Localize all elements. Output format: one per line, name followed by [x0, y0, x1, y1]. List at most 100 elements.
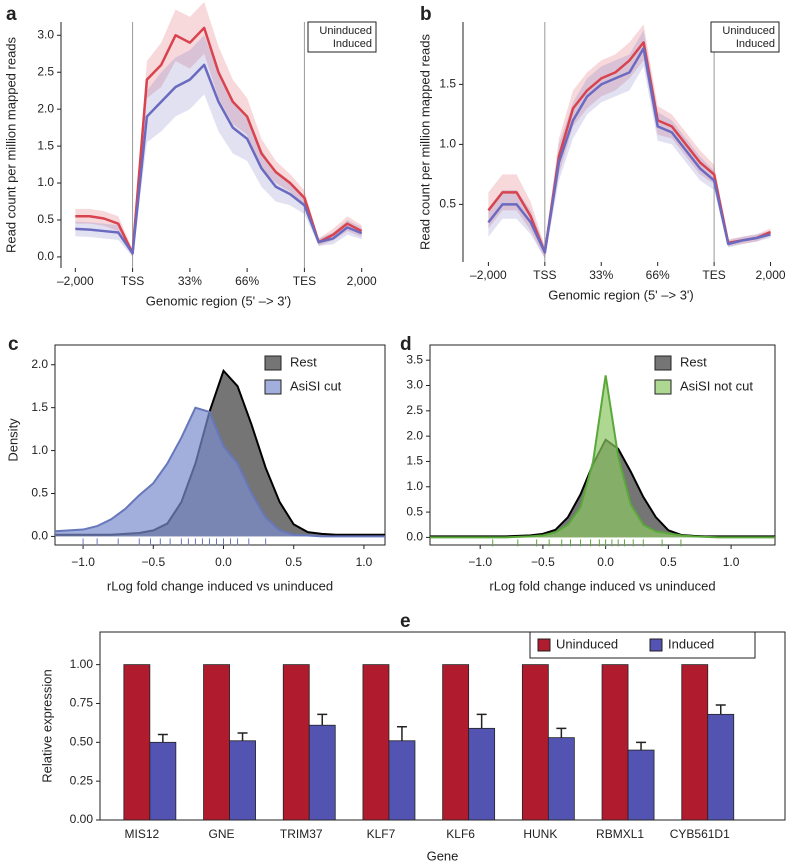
- x-tick-label: −1.0: [468, 555, 492, 569]
- y-tick-label: 3.5: [406, 352, 423, 366]
- x-tick-label: GNE: [209, 827, 235, 841]
- x-tick-label: −0.5: [141, 555, 165, 569]
- density-area: [430, 375, 775, 538]
- y-tick-label: 2.5: [406, 403, 423, 417]
- panel-letter: b: [420, 4, 432, 25]
- bar: [468, 727, 496, 821]
- x-tick-label: TES: [293, 274, 316, 288]
- x-tick-label: KLF6: [446, 827, 475, 841]
- x-axis-title: Genomic region (5' –> 3'): [548, 287, 694, 302]
- plot-frame: [429, 344, 776, 546]
- error-bar: [237, 732, 248, 741]
- x-tick-label: 0.0: [215, 555, 232, 569]
- y-tick-label: 1.0: [31, 443, 48, 457]
- y-tick-label: 0.5: [406, 504, 423, 518]
- bar: [308, 724, 336, 821]
- bar: [203, 664, 230, 821]
- x-tick-label: 33%: [589, 268, 613, 282]
- y-tick-label: 0.75: [70, 696, 94, 710]
- y-tick-label: 1.0: [439, 137, 456, 151]
- x-tick-label: TES: [702, 268, 725, 282]
- x-tick-label: 33%: [178, 274, 202, 288]
- x-tick-label: TSS: [121, 274, 144, 288]
- y-tick-label: 0.50: [70, 734, 94, 748]
- density-area: [55, 407, 385, 537]
- y-tick-label: 0.5: [37, 212, 54, 226]
- bar: [681, 664, 709, 821]
- x-tick-label: 0.5: [285, 555, 302, 569]
- line: [75, 63, 363, 255]
- bar: [123, 664, 151, 821]
- x-tick-label: HUNK: [523, 827, 557, 841]
- x-tick-label: 66%: [646, 268, 670, 282]
- x-axis-title: rLog fold change induced vs uninduced: [489, 578, 715, 593]
- bar: [229, 740, 256, 821]
- bar: [149, 741, 177, 821]
- x-tick-label: TSS: [533, 268, 556, 282]
- x-tick-label: KLF7: [367, 827, 396, 841]
- legend-swatch: [264, 355, 282, 371]
- x-axis-title: Genomic region (5' –> 3'): [146, 293, 292, 308]
- legend-label: Rest: [680, 354, 707, 369]
- x-tick-label: 66%: [235, 274, 259, 288]
- x-tick-label: MIS12: [125, 827, 160, 841]
- y-tick-label: 1.5: [439, 77, 456, 91]
- legend-label: Uninduced: [319, 25, 372, 37]
- bar: [547, 737, 575, 821]
- x-tick-label: CYB561D1: [670, 827, 730, 841]
- legend-box: [710, 21, 780, 53]
- bar: [362, 664, 390, 821]
- error-bar: [636, 741, 647, 751]
- error-bar: [476, 713, 487, 729]
- x-tick-label: RBMXL1: [596, 827, 644, 841]
- legend-label: Induced: [333, 38, 372, 50]
- y-axis-title: Read count per million mapped reads: [3, 36, 18, 253]
- legend-swatch: [264, 379, 282, 395]
- y-tick-label: 3.0: [406, 378, 423, 392]
- error-bar: [157, 733, 168, 743]
- error-bar: [317, 713, 328, 726]
- y-axis-title: Read count per million mapped reads: [417, 33, 432, 250]
- y-axis-title: Relative expression: [39, 669, 54, 782]
- x-tick-label: 1.0: [356, 555, 373, 569]
- y-tick-label: 2.5: [37, 64, 54, 78]
- bar: [388, 740, 416, 821]
- legend-label: Induced: [668, 636, 714, 651]
- legend-label: Uninduced: [722, 25, 775, 37]
- error-band: [75, 35, 362, 257]
- y-tick-label: 0.0: [406, 530, 423, 544]
- y-tick-label: 1.5: [37, 138, 54, 152]
- x-tick-label: 0.0: [597, 555, 614, 569]
- error-band: [488, 30, 771, 259]
- line: [487, 47, 771, 254]
- y-tick-label: 0.0: [31, 529, 48, 543]
- x-axis-title: Gene: [427, 848, 459, 863]
- legend-swatch: [537, 638, 551, 652]
- panel-letter: c: [8, 334, 19, 355]
- y-tick-label: 2.0: [31, 357, 48, 371]
- y-tick-label: 0.25: [70, 773, 94, 787]
- legend-swatch: [654, 379, 672, 395]
- y-tick-label: 1.0: [37, 175, 54, 189]
- bar: [442, 664, 470, 821]
- error-bar: [715, 704, 726, 715]
- bar: [707, 713, 735, 821]
- legend-label: Rest: [290, 354, 317, 369]
- x-tick-label: −0.5: [531, 555, 555, 569]
- panel-letter: d: [400, 334, 412, 355]
- y-tick-label: 3.0: [37, 27, 54, 41]
- error-bar: [556, 727, 567, 738]
- y-tick-label: 0.5: [439, 197, 456, 211]
- y-tick-label: 1.0: [406, 479, 423, 493]
- x-tick-label: 2,000: [347, 274, 377, 288]
- y-tick-label: 1.00: [70, 657, 94, 671]
- x-axis-title: rLog fold change induced vs uninduced: [107, 578, 333, 593]
- x-tick-label: −1.0: [71, 555, 95, 569]
- x-tick-label: –2,000: [57, 274, 94, 288]
- plot-frame: [54, 344, 386, 546]
- y-tick-label: 2.0: [406, 428, 423, 442]
- x-tick-label: 0.5: [660, 555, 677, 569]
- legend-box: [307, 21, 377, 53]
- legend-label: Uninduced: [556, 636, 618, 651]
